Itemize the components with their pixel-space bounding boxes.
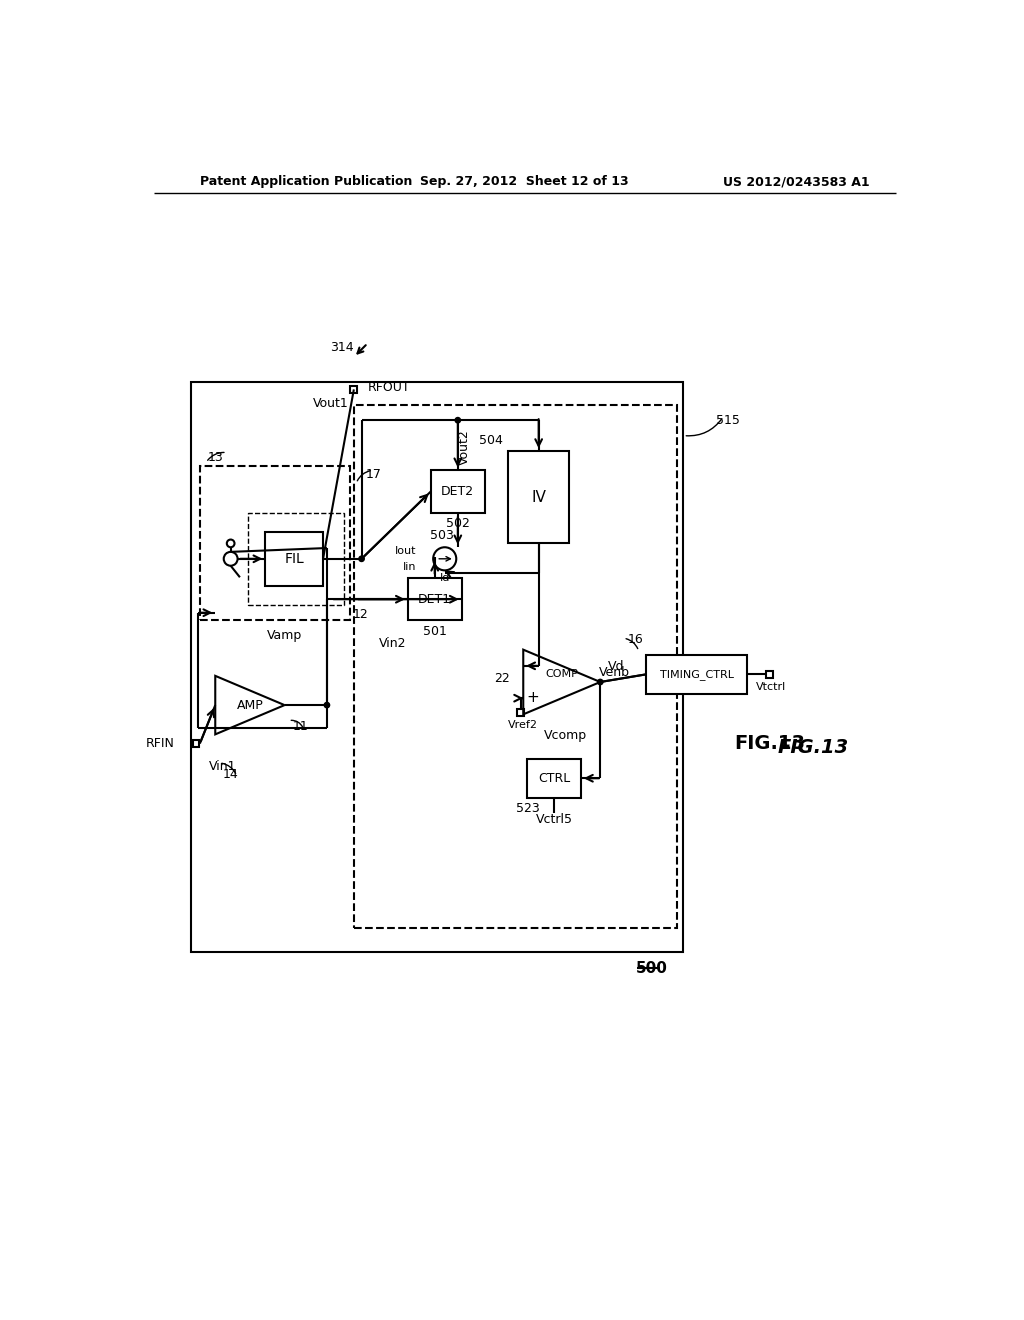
Text: 515: 515 [716, 413, 739, 426]
Text: 501: 501 [423, 624, 446, 638]
Text: 13: 13 [208, 450, 223, 463]
Bar [517, 709, 524, 717]
Text: 314: 314 [331, 341, 354, 354]
Bar [408, 578, 462, 620]
Text: FIG.13: FIG.13 [777, 738, 849, 756]
Circle shape [598, 680, 603, 685]
Text: 502: 502 [445, 517, 470, 529]
Text: 523: 523 [515, 801, 540, 814]
Text: Sep. 27, 2012  Sheet 12 of 13: Sep. 27, 2012 Sheet 12 of 13 [421, 176, 629, 187]
Text: Venb: Venb [598, 667, 630, 680]
Bar [431, 470, 484, 512]
Text: 11: 11 [292, 721, 308, 733]
Text: 14: 14 [223, 768, 239, 781]
Text: Vctrl5: Vctrl5 [536, 813, 572, 825]
Text: RFOUT: RFOUT [368, 381, 411, 395]
Text: DET1: DET1 [418, 593, 452, 606]
Text: 503: 503 [430, 529, 454, 543]
Text: Vout1: Vout1 [313, 397, 348, 409]
Text: Vd: Vd [607, 660, 624, 673]
Text: Patent Application Publication: Patent Application Publication [200, 176, 413, 187]
Circle shape [325, 702, 330, 708]
Text: +: + [526, 690, 539, 705]
Circle shape [358, 556, 365, 561]
Bar [265, 532, 323, 586]
Bar [248, 512, 344, 605]
Text: 504: 504 [479, 434, 503, 446]
Text: Iout: Iout [394, 546, 416, 556]
Text: 500: 500 [636, 961, 668, 975]
Bar [190, 381, 683, 952]
Text: Vtctrl: Vtctrl [756, 681, 786, 692]
Text: 16: 16 [628, 634, 643, 647]
Text: Iin: Iin [402, 561, 416, 572]
Text: FIL: FIL [285, 552, 304, 566]
Bar [350, 385, 357, 393]
Bar [193, 741, 200, 747]
Bar [508, 451, 569, 544]
Text: 22: 22 [494, 672, 509, 685]
Text: Vin1: Vin1 [209, 760, 237, 774]
Bar [646, 655, 746, 693]
Text: FIG.13: FIG.13 [734, 734, 805, 754]
Bar [766, 671, 773, 677]
Text: Vin2: Vin2 [379, 638, 407, 649]
Text: Vref2: Vref2 [508, 721, 538, 730]
Text: IV: IV [531, 490, 546, 504]
Text: AMP: AMP [237, 698, 263, 711]
Circle shape [455, 417, 461, 422]
Text: US 2012/0243583 A1: US 2012/0243583 A1 [723, 176, 869, 187]
Text: TIMING_CTRL: TIMING_CTRL [659, 669, 733, 680]
Text: -: - [529, 659, 536, 675]
Bar [354, 405, 677, 928]
Text: DET2: DET2 [441, 484, 474, 498]
Text: COMP: COMP [546, 669, 579, 680]
Text: Vamp: Vamp [267, 630, 302, 643]
Text: CTRL: CTRL [538, 772, 570, 785]
Text: 12: 12 [353, 607, 369, 620]
Bar [200, 466, 350, 620]
Text: 17: 17 [366, 467, 381, 480]
Text: Vcomp: Vcomp [544, 730, 587, 742]
Text: Vout2: Vout2 [458, 429, 470, 465]
Bar [527, 759, 581, 797]
Text: Id: Id [439, 573, 450, 583]
Text: RFIN: RFIN [145, 737, 174, 750]
